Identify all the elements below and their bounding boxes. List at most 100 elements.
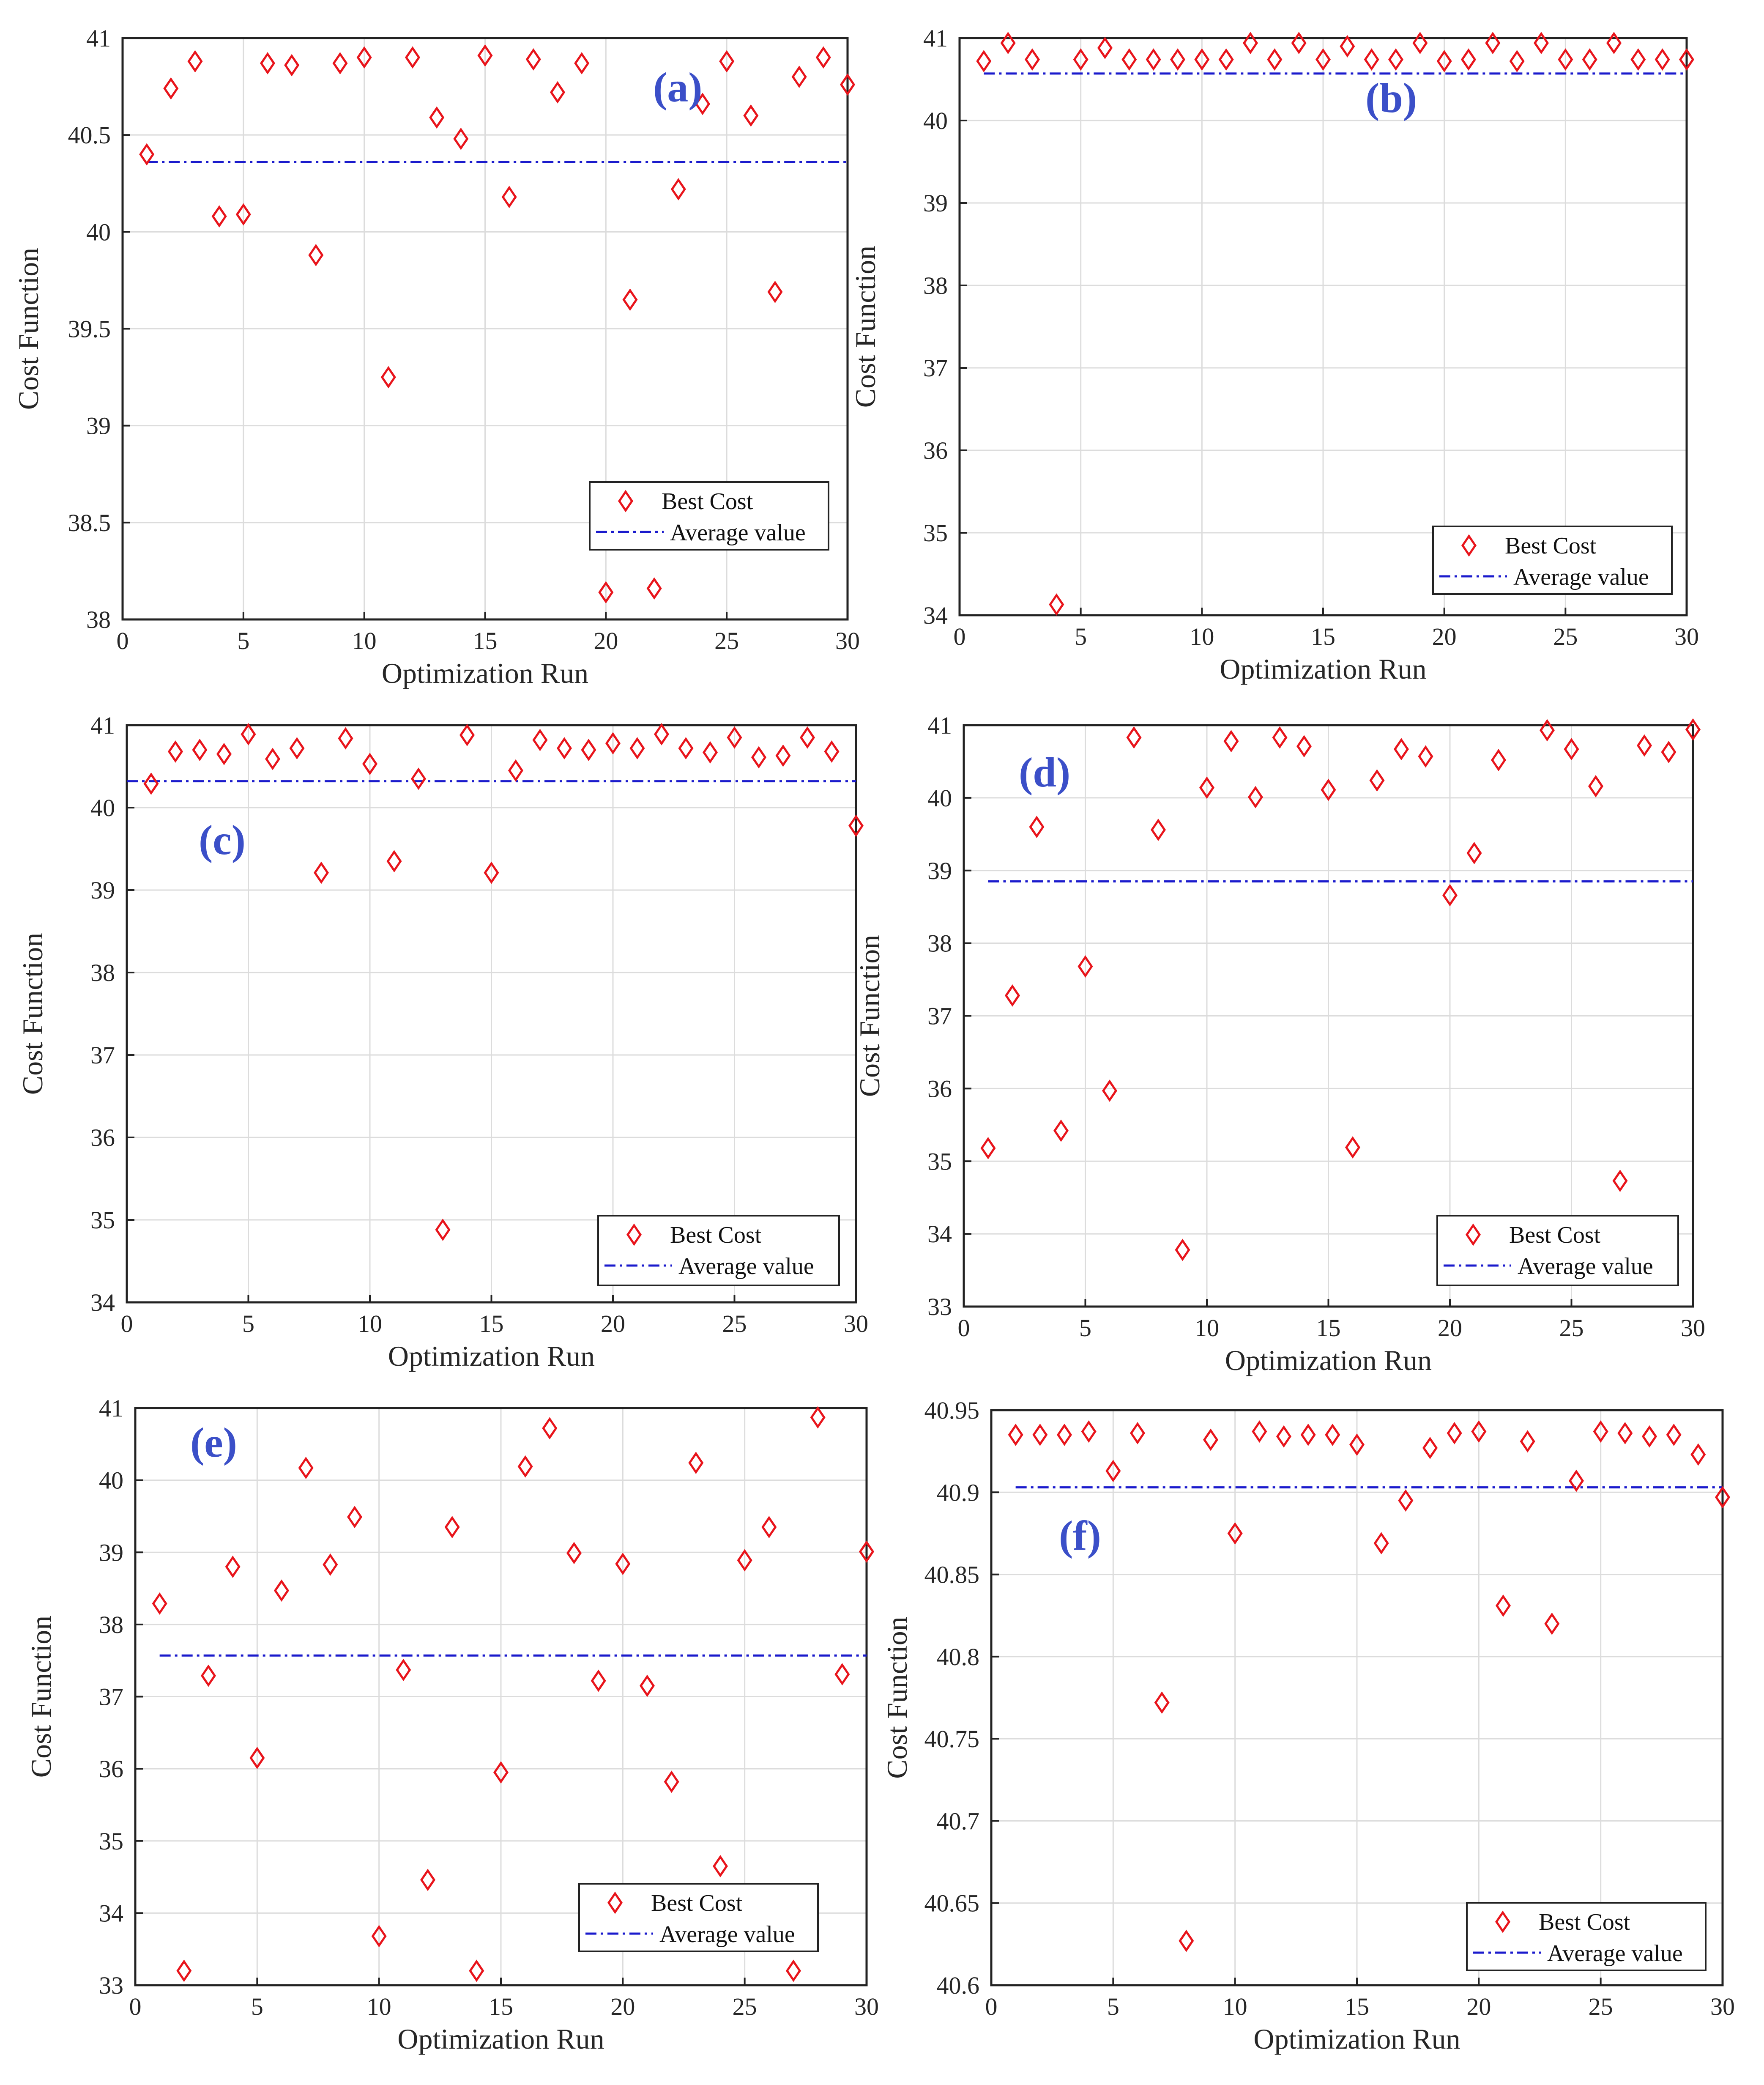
x-tick-label: 30 — [854, 1993, 879, 2020]
best-cost-point — [629, 737, 645, 760]
grid — [959, 37, 1687, 616]
best-cost-point — [1078, 955, 1093, 978]
best-cost-point — [1491, 749, 1507, 771]
legend: Best Cost Average value — [1436, 1215, 1679, 1286]
best-cost-point — [799, 726, 815, 749]
y-tick-label: 34 — [927, 1220, 952, 1248]
best-cost-point — [143, 773, 159, 795]
best-cost-point — [1369, 769, 1385, 792]
best-cost-point — [1223, 730, 1239, 753]
best-cost-point — [1544, 1612, 1560, 1635]
best-cost-point — [1203, 1428, 1219, 1451]
x-tick-label: 15 — [1316, 1314, 1341, 1342]
x-tick-label: 0 — [121, 1310, 133, 1337]
best-cost-point — [225, 1555, 241, 1578]
best-cost-point — [791, 66, 807, 88]
legend-best-cost-marker — [607, 1891, 623, 1914]
y-tick-label: 37 — [927, 1003, 952, 1030]
x-tick-label: 5 — [1107, 1993, 1119, 2020]
best-cost-point — [1466, 842, 1482, 864]
best-cost-point — [1679, 48, 1695, 71]
best-cost-point — [508, 759, 524, 782]
x-axis-label: Optimization Run — [388, 1340, 595, 1372]
best-cost-point — [1661, 741, 1676, 764]
best-cost-point — [420, 1869, 436, 1891]
best-cost-point — [1568, 1469, 1584, 1492]
best-cost-point — [1300, 1423, 1316, 1446]
best-cost-point — [550, 81, 566, 104]
best-cost-point — [1485, 32, 1501, 55]
best-cost-point — [1218, 48, 1234, 71]
legend: Best Cost Average value — [589, 481, 829, 551]
best-cost-point — [216, 742, 232, 765]
best-cost-point — [211, 205, 227, 228]
best-cost-point — [556, 737, 572, 760]
legend-average-label: Average value — [1518, 1253, 1653, 1279]
panel-label: (e) — [190, 1419, 237, 1466]
best-cost-point — [1422, 1436, 1438, 1459]
y-tick-label: 38 — [99, 1611, 123, 1638]
best-cost-point — [1636, 734, 1652, 757]
best-cost-point — [1436, 50, 1452, 73]
legend-average-label: Average value — [659, 1921, 795, 1948]
y-tick-label: 35 — [927, 1148, 952, 1175]
y-tick-label: 41 — [923, 25, 948, 52]
best-cost-point — [405, 46, 421, 69]
best-cost-point — [1471, 1420, 1487, 1443]
best-cost-point — [1097, 36, 1113, 59]
best-cost-point — [235, 203, 251, 226]
best-cost-point — [1247, 786, 1264, 808]
best-cost-point — [1227, 1522, 1243, 1545]
best-cost-point — [1509, 50, 1525, 73]
x-tick-label: 20 — [610, 1993, 635, 2020]
y-tick-label: 39 — [90, 877, 115, 904]
legend-box — [597, 1215, 840, 1286]
legend: Best Cost Average value — [1432, 526, 1673, 595]
chart-panel-6: 0 5 10 15 20 25 30 40.6 40.65 40.7 40.75 40.8 40.85 4… — [881, 1397, 1735, 2055]
y-tick-label: 40.9 — [937, 1479, 980, 1506]
best-cost-point — [1582, 48, 1597, 71]
legend-average-label: Average value — [670, 520, 806, 546]
legend-box — [1436, 1215, 1679, 1286]
best-cost-point — [688, 1452, 704, 1474]
x-tick-label: 0 — [985, 1993, 998, 2020]
best-cost-point — [1272, 726, 1288, 749]
best-cost-point — [1655, 48, 1670, 71]
best-cost-point — [323, 1553, 338, 1576]
y-tick-label: 39 — [923, 189, 948, 217]
best-cost-point — [453, 127, 469, 150]
best-cost-point — [435, 1218, 451, 1241]
best-cost-point — [1612, 1170, 1628, 1192]
best-cost-point — [1175, 1238, 1190, 1261]
best-cost-point — [192, 739, 208, 761]
best-cost-point — [810, 1406, 826, 1429]
legend: Best Cost Average value — [1466, 1902, 1707, 1971]
y-axis-label: Cost Function — [25, 1616, 57, 1778]
legend-average-label: Average value — [678, 1253, 814, 1279]
best-cost-point — [1000, 32, 1016, 55]
best-cost-point — [1032, 1423, 1048, 1446]
best-cost-point — [654, 723, 670, 745]
best-cost-point — [566, 1542, 582, 1564]
legend-box — [1432, 526, 1673, 595]
best-cost-point — [484, 861, 499, 884]
chart-panel-1: 0 5 10 15 20 25 30 38 38.5 39 39.5 40 40.5 41 Optimiza… — [12, 25, 860, 689]
best-cost-point — [1398, 1489, 1414, 1512]
y-axis-label: Cost Function — [16, 933, 49, 1095]
legend-best-cost-label: Best Cost — [662, 488, 753, 515]
best-cost-point — [493, 1761, 509, 1784]
best-cost-point — [1533, 32, 1549, 55]
best-cost-point — [743, 104, 759, 127]
best-cost-point — [1242, 32, 1258, 55]
best-cost-point — [1029, 816, 1045, 838]
best-cost-point — [241, 723, 256, 745]
best-cost-point — [1024, 48, 1040, 71]
best-cost-point — [152, 1592, 167, 1615]
best-cost-point — [1102, 1079, 1118, 1102]
y-tick-label: 33 — [927, 1293, 952, 1321]
x-tick-label: 30 — [835, 627, 860, 655]
y-tick-label: 40 — [86, 218, 111, 246]
best-cost-point — [163, 77, 179, 100]
best-cost-point — [1393, 738, 1409, 761]
